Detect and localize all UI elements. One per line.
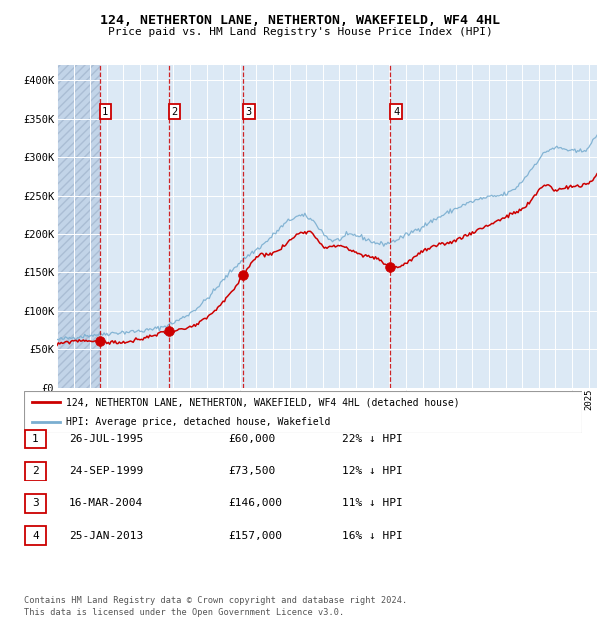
- Text: 1: 1: [102, 107, 109, 117]
- FancyBboxPatch shape: [25, 526, 46, 545]
- Text: 2: 2: [32, 466, 39, 476]
- FancyBboxPatch shape: [25, 430, 46, 448]
- Text: 16% ↓ HPI: 16% ↓ HPI: [342, 531, 403, 541]
- Text: 11% ↓ HPI: 11% ↓ HPI: [342, 498, 403, 508]
- Text: Price paid vs. HM Land Registry's House Price Index (HPI): Price paid vs. HM Land Registry's House …: [107, 27, 493, 37]
- Text: 1: 1: [32, 434, 39, 444]
- Text: £157,000: £157,000: [228, 531, 282, 541]
- Text: £73,500: £73,500: [228, 466, 275, 476]
- Text: 4: 4: [32, 531, 39, 541]
- Text: 124, NETHERTON LANE, NETHERTON, WAKEFIELD, WF4 4HL (detached house): 124, NETHERTON LANE, NETHERTON, WAKEFIEL…: [66, 397, 460, 407]
- Text: Contains HM Land Registry data © Crown copyright and database right 2024.
This d: Contains HM Land Registry data © Crown c…: [24, 596, 407, 617]
- Text: HPI: Average price, detached house, Wakefield: HPI: Average price, detached house, Wake…: [66, 417, 330, 427]
- Text: 124, NETHERTON LANE, NETHERTON, WAKEFIELD, WF4 4HL: 124, NETHERTON LANE, NETHERTON, WAKEFIEL…: [100, 14, 500, 27]
- Text: 24-SEP-1999: 24-SEP-1999: [69, 466, 143, 476]
- Text: 25-JAN-2013: 25-JAN-2013: [69, 531, 143, 541]
- Text: 16-MAR-2004: 16-MAR-2004: [69, 498, 143, 508]
- Text: 26-JUL-1995: 26-JUL-1995: [69, 434, 143, 444]
- Bar: [57, 65, 100, 388]
- FancyBboxPatch shape: [25, 494, 46, 513]
- Text: 22% ↓ HPI: 22% ↓ HPI: [342, 434, 403, 444]
- FancyBboxPatch shape: [25, 462, 46, 480]
- Text: 4: 4: [393, 107, 399, 117]
- Text: £60,000: £60,000: [228, 434, 275, 444]
- Text: 2: 2: [172, 107, 178, 117]
- Text: 12% ↓ HPI: 12% ↓ HPI: [342, 466, 403, 476]
- Text: 3: 3: [32, 498, 39, 508]
- Text: £146,000: £146,000: [228, 498, 282, 508]
- FancyBboxPatch shape: [24, 391, 582, 433]
- Text: 3: 3: [246, 107, 252, 117]
